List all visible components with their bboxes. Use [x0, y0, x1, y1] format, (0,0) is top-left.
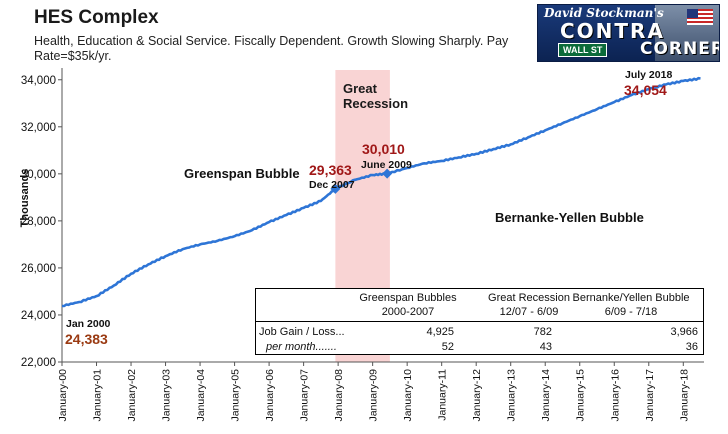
logo-line-2: CONTRA	[560, 19, 665, 43]
x-tick-label: January-18	[678, 369, 690, 422]
row2-label: per month.......	[266, 341, 337, 353]
x-tick-label: January-09	[368, 369, 380, 422]
x-tick-label: January-15	[575, 369, 587, 422]
annotation-end-date: July 2018	[625, 69, 672, 81]
x-tick-label: January-05	[230, 369, 242, 422]
col3-subtitle: 6/09 - 7/18	[604, 306, 658, 318]
x-tick-label: January-10	[402, 369, 414, 422]
jun2009-marker	[382, 168, 393, 179]
chart-title: HES Complex	[34, 7, 159, 28]
summary-table: Greenspan Bubbles 2000-2007 Great Recess…	[255, 288, 704, 355]
y-tick-label: 32,000	[21, 122, 56, 134]
x-tick-label: January-01	[92, 369, 104, 422]
row1-col1: 4,925	[426, 326, 454, 338]
row2-col1: 52	[441, 341, 454, 353]
table-divider	[256, 321, 703, 322]
x-tick-label: January-12	[471, 369, 483, 422]
x-tick-label: January-02	[126, 369, 138, 422]
wall-street-sign: WALL ST	[558, 43, 608, 57]
row2-col2: 43	[539, 341, 552, 353]
row1-col2: 782	[533, 326, 552, 338]
y-axis-ticks: 22,000 24,000 26,000 28,000 30,000 32,000 34,0…	[21, 75, 62, 369]
annotation-start-date: Jan 2000	[66, 318, 111, 330]
x-tick-label: January-14	[540, 369, 552, 422]
x-tick-label: January-08	[333, 369, 345, 422]
x-tick-label: January-11	[437, 369, 449, 421]
annotation-dec07-value: 29,363	[309, 162, 352, 178]
col1-title: Greenspan Bubbles	[359, 292, 457, 304]
flag-icon	[687, 9, 713, 25]
series-line	[62, 76, 701, 308]
x-tick-label: January-06	[264, 369, 276, 422]
x-tick-label: January-17	[644, 369, 656, 422]
x-tick-label: January-13	[506, 369, 518, 422]
dec2007-marker	[330, 183, 341, 194]
x-tick-label: January-04	[195, 369, 207, 422]
col2-subtitle: 12/07 - 6/09	[499, 306, 559, 318]
col2-title: Great Recession	[488, 292, 570, 304]
annotation-jun09-date: June 2009	[361, 159, 412, 171]
row2-col3: 36	[685, 341, 698, 353]
col1-subtitle: 2000-2007	[381, 306, 435, 318]
col3-title: Bernanke/Yellen Bubble	[572, 292, 690, 304]
y-tick-label: 26,000	[21, 263, 56, 275]
x-axis-ticks: January-00 January-01 January-02 January-03…	[57, 362, 690, 422]
x-tick-label: January-07	[299, 369, 311, 422]
y-tick-label: 24,000	[21, 310, 56, 322]
x-tick-label: January-16	[609, 369, 621, 422]
annotation-bernanke: Bernanke-Yellen Bubble	[495, 210, 644, 225]
logo-line-1: David Stockman's	[544, 6, 664, 20]
logo-line-3: CORNER	[640, 39, 720, 59]
contra-corner-logo: David Stockman's CONTRA WALL ST CORNER	[537, 4, 720, 62]
row1-label: Job Gain / Loss...	[259, 326, 345, 338]
annotation-dec07-date: Dec 2007	[309, 179, 355, 191]
row1-col3: 3,966	[670, 326, 698, 338]
recession-label-2: Recession	[343, 96, 408, 111]
x-tick-label: January-03	[161, 369, 173, 422]
recession-label-1: Great	[343, 81, 378, 96]
chart-subtitle: Health, Education & Social Service. Fisc…	[34, 34, 509, 63]
y-tick-label: 28,000	[21, 216, 56, 228]
y-axis-label: Thousands	[19, 169, 31, 228]
y-tick-label: 34,000	[21, 75, 56, 87]
annotation-greenspan: Greenspan Bubble	[184, 166, 300, 181]
annotation-start-value: 24,383	[65, 331, 108, 347]
annotation-end-value: 34,054	[624, 82, 667, 98]
y-tick-label: 30,000	[21, 169, 56, 181]
annotation-jun09-value: 30,010	[362, 141, 405, 157]
x-tick-label: January-00	[57, 369, 69, 422]
y-tick-label: 22,000	[21, 357, 56, 369]
